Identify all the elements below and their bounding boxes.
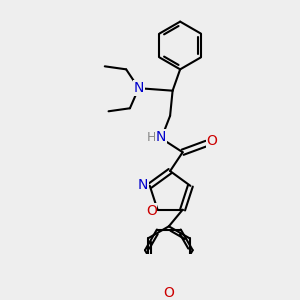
Text: N: N [134, 81, 144, 95]
Text: H: H [147, 131, 156, 144]
Text: O: O [207, 134, 218, 148]
Text: O: O [146, 204, 157, 218]
Text: N: N [156, 130, 166, 144]
Text: O: O [164, 286, 174, 300]
Text: N: N [138, 178, 148, 192]
